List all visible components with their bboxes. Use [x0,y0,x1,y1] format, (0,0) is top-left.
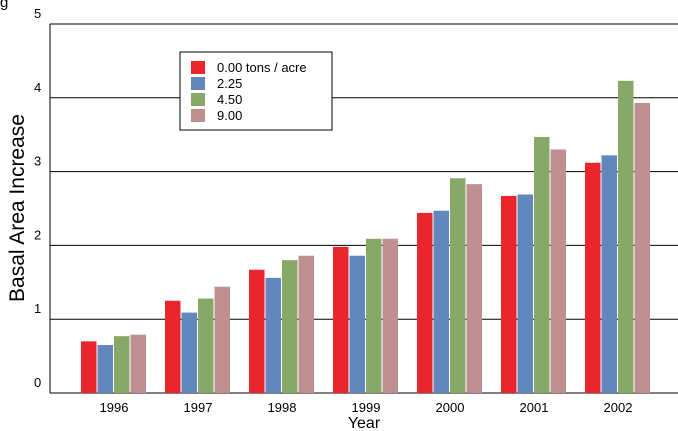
bar-1996-0 [81,341,97,393]
bar-1996-1 [97,345,113,393]
bar-2000-3 [466,184,482,393]
page-fragment-text: g [0,0,9,11]
legend-box [179,51,333,131]
bar-1998-0 [249,269,265,393]
bar-2001-1 [517,194,533,393]
bar-1997-2 [198,298,214,393]
bar-1997-1 [181,312,197,393]
bar-1999-3 [382,238,398,393]
y-tick-label: 0 [34,375,41,390]
x-tick-label: 2000 [436,400,465,415]
y-axis-title: Basal Area Increase [6,114,29,302]
bar-1996-2 [114,336,130,393]
bar-2000-2 [450,178,466,393]
bar-2002-1 [601,155,617,393]
y-tick-label: 5 [34,6,41,21]
bar-1997-0 [165,300,181,393]
bar-1998-3 [298,255,314,393]
bar-1999-1 [349,255,365,393]
y-tick-label: 2 [34,227,41,242]
bar-1998-2 [282,260,298,393]
legend-swatch-0 [191,61,205,74]
bar-1999-2 [366,238,382,393]
bar-2002-3 [634,102,650,393]
bar-2000-1 [433,210,449,393]
legend-label-0: 0.00 tons / acre [217,60,307,75]
legend-swatch-1 [191,77,205,90]
bar-2001-2 [534,136,550,393]
bar-2001-3 [550,149,566,393]
bars [81,80,650,394]
x-tick-label: 2002 [604,400,633,415]
bar-1997-3 [214,286,230,393]
x-tick-label: 1996 [100,400,129,415]
x-tick-label: 1999 [352,400,381,415]
legend-swatch-2 [191,93,205,106]
x-axis-title: Year [348,415,381,431]
y-tick-label: 3 [34,154,41,169]
legend-label-3: 9.00 [217,108,242,123]
legend-label-1: 2.25 [217,76,242,91]
y-tick-label: 1 [34,301,41,316]
x-tick-label: 2001 [520,400,549,415]
bar-2002-2 [618,80,634,394]
bar-2002-0 [585,162,601,393]
bar-2001-0 [501,195,517,393]
bar-1998-1 [265,277,281,393]
bar-1999-0 [333,246,349,393]
bar-2000-0 [417,212,433,393]
legend-label-2: 4.50 [217,92,242,107]
x-tick-label: 1998 [268,400,297,415]
y-tick-label: 4 [34,80,41,95]
x-tick-label: 1997 [184,400,213,415]
bar-1996-3 [130,334,146,393]
legend-swatch-3 [191,109,205,122]
tick-labels: 0 1 2 3 4 5 1996 1997 1998 1999 2000 2001 2002 [34,6,632,415]
